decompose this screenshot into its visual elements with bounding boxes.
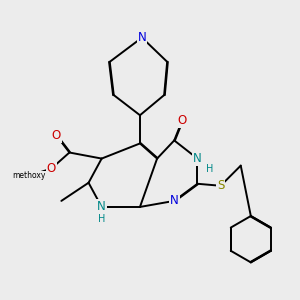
Text: O: O [47,162,56,175]
Text: N: N [193,152,202,165]
Text: H: H [98,214,105,224]
Text: methoxy: methoxy [12,171,46,180]
Text: N: N [170,194,178,207]
Text: N: N [138,31,146,44]
Text: S: S [217,179,224,192]
Text: N: N [97,200,106,213]
Text: H: H [206,164,213,173]
Text: O: O [52,129,61,142]
Text: O: O [178,114,187,127]
